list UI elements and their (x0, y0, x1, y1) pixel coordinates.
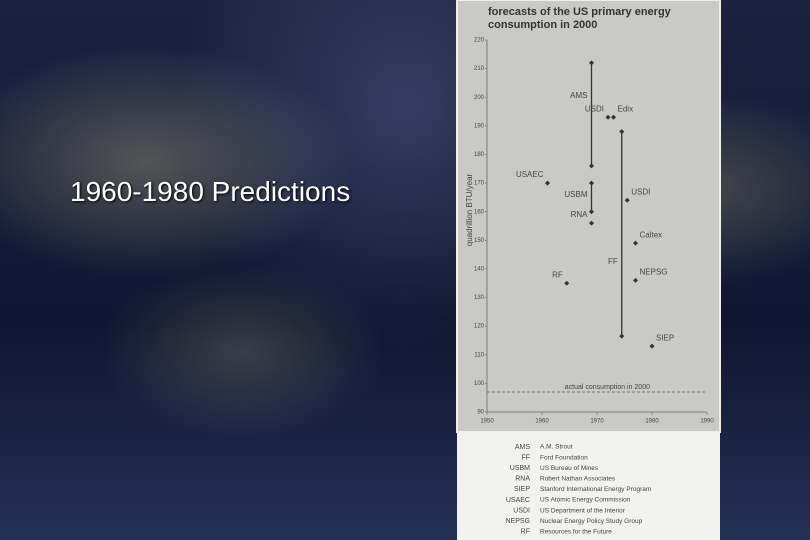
legend-name: Ford Foundation (540, 454, 588, 461)
legend-abbr: RF (521, 529, 530, 536)
y-tick-label: 210 (474, 66, 485, 72)
point (624, 197, 630, 203)
y-tick-label: 200 (474, 95, 485, 101)
y-tick-label: 100 (474, 381, 485, 387)
y-tick-label: 160 (474, 209, 485, 215)
x-tick-label: 1980 (645, 419, 659, 425)
point (633, 240, 638, 246)
point (649, 343, 655, 349)
legend-abbr: FF (521, 454, 530, 461)
range-label: AMS (570, 91, 587, 100)
range-low (589, 163, 594, 169)
y-tick-label: 190 (474, 123, 485, 129)
point-label: RNA (571, 210, 589, 219)
range-label: USBM (564, 190, 587, 199)
y-tick-label: 120 (474, 324, 485, 330)
y-tick-label: 130 (474, 295, 485, 301)
legend-panel (457, 432, 720, 540)
x-tick-label: 1970 (590, 419, 604, 425)
legend-abbr: AMS (515, 444, 531, 451)
range-high (589, 180, 594, 186)
chart-title: forecasts of the US primary energy consu… (488, 6, 671, 31)
point-label: USDI (631, 187, 650, 196)
legend-name: Robert Nathan Associates (540, 476, 616, 483)
y-tick-label: 150 (474, 238, 485, 244)
y-tick-label: 170 (474, 181, 485, 187)
slide-title: 1960-1980 Predictions (70, 176, 351, 207)
legend-name: US Atomic Energy Commission (540, 497, 631, 504)
legend-name: US Bureau of Mines (540, 465, 599, 472)
legend-abbr: SIEP (514, 486, 530, 493)
point (564, 280, 570, 286)
point (605, 114, 611, 120)
legend-abbr: USBM (510, 465, 530, 472)
legend-name: Resources for the Future (540, 529, 612, 536)
legend-abbr: USDI (513, 507, 530, 514)
y-tick-label: 90 (477, 410, 484, 416)
y-tick-label: 180 (474, 152, 485, 158)
point (545, 180, 550, 186)
point (611, 114, 616, 120)
range-low (589, 209, 594, 215)
point (633, 277, 638, 283)
range-high (619, 129, 625, 135)
point (589, 220, 594, 226)
point-label: USDI (585, 104, 604, 113)
point-label: RF (552, 270, 563, 279)
y-tick-label: 110 (474, 352, 484, 358)
legend-name: Stanford International Energy Program (540, 486, 651, 493)
legend-name: Nuclear Energy Policy Study Group (540, 518, 643, 525)
y-tick-label: 140 (474, 267, 485, 273)
point-label: NEPSG (640, 267, 668, 276)
legend-name: A.M. Strout (540, 444, 573, 451)
range-high (589, 60, 594, 66)
point-label: USAEC (516, 170, 544, 179)
x-tick-label: 1950 (480, 419, 494, 425)
point-label: Caltex (640, 230, 663, 239)
legend-name: US Department of the Interior (540, 507, 626, 514)
legend-abbr: USAEC (506, 497, 530, 504)
x-tick-label: 1960 (535, 419, 549, 425)
range-low (619, 333, 625, 339)
x-tick-label: 1990 (700, 419, 714, 425)
reference-label: actual consumption in 2000 (565, 384, 650, 391)
point-label: SIEP (656, 333, 674, 342)
legend-abbr: RNA (515, 476, 530, 483)
y-axis-label: quadrillion BTU/year (465, 173, 474, 246)
point-label: Edix (618, 104, 634, 113)
range-label: FF (608, 257, 618, 266)
chart-panel (456, 0, 721, 433)
legend-abbr: NEPSG (505, 518, 530, 525)
y-tick-label: 220 (474, 38, 485, 44)
